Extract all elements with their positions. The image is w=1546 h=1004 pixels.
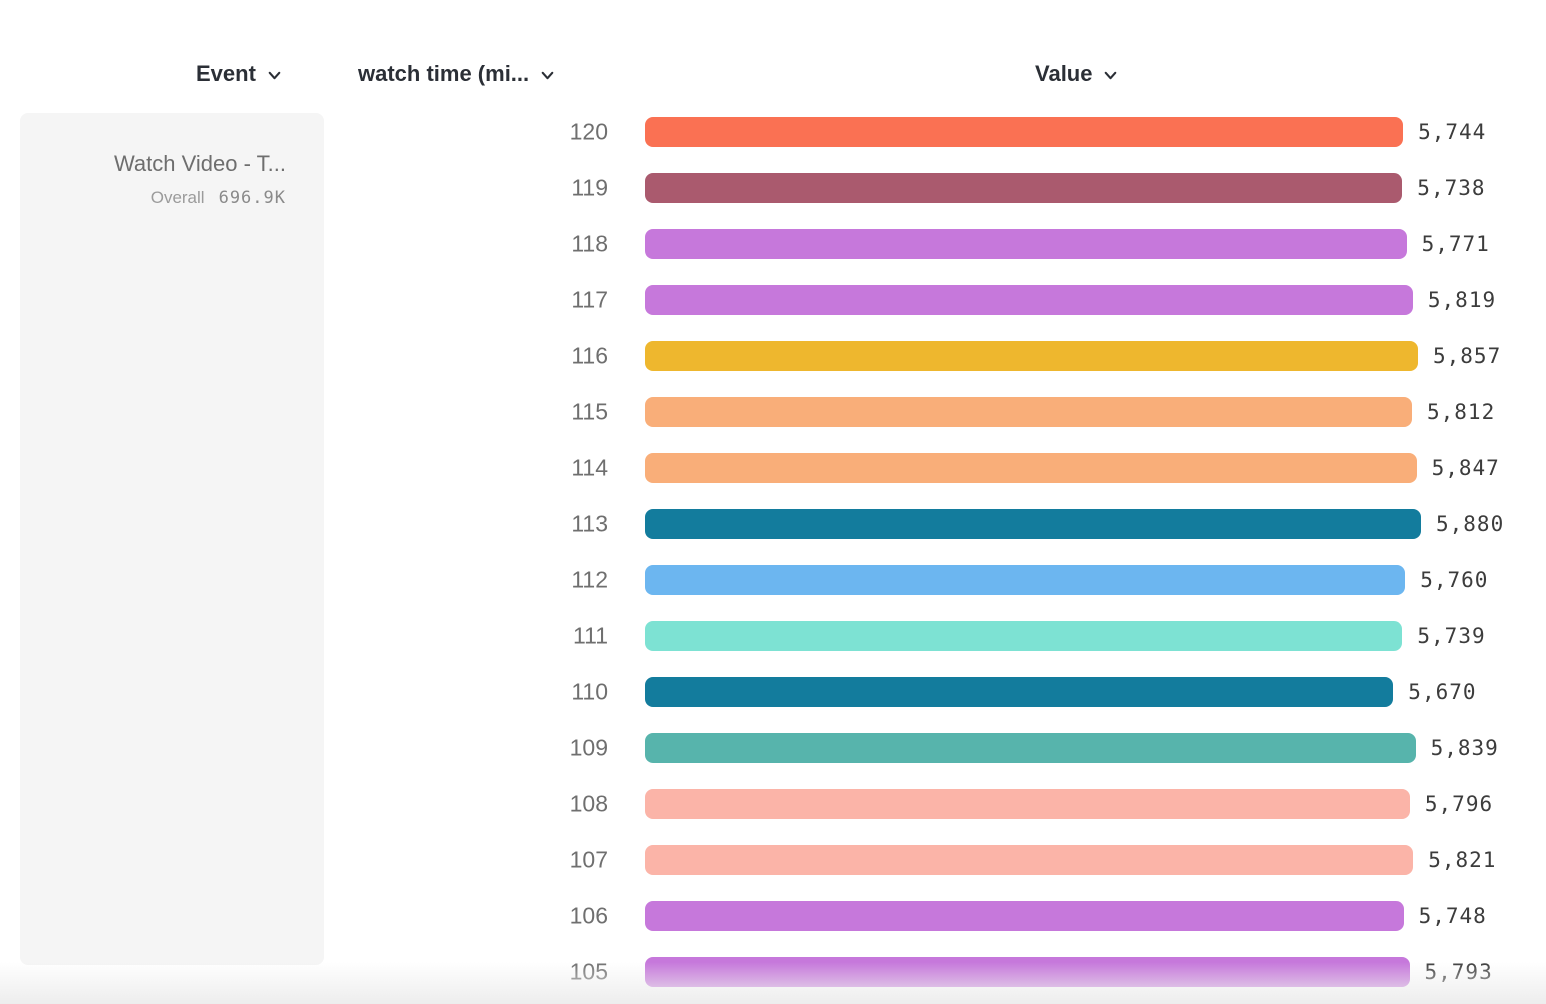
- value-label: 5,819: [1427, 288, 1497, 312]
- value-label: 5,812: [1427, 400, 1496, 424]
- value-label: 5,793: [1424, 960, 1493, 984]
- table-row: 115 5,812: [0, 384, 1546, 440]
- watch-time-label: 107: [569, 846, 608, 873]
- chevron-down-icon: [539, 64, 556, 84]
- value-bar[interactable]: [645, 341, 1418, 371]
- overall-value: 696.9K: [218, 188, 286, 208]
- watch-time-label: 105: [569, 958, 608, 985]
- value-bar[interactable]: [645, 733, 1416, 763]
- table-row: 118 5,771: [0, 216, 1546, 272]
- table-row: 111 5,739: [0, 608, 1546, 664]
- value-label: 5,739: [1417, 624, 1486, 648]
- table-row: 109 5,839: [0, 720, 1546, 776]
- value-label: 5,748: [1418, 904, 1487, 928]
- watch-time-label: 115: [571, 398, 608, 425]
- value-bar[interactable]: [645, 845, 1414, 875]
- value-label: 5,880: [1436, 512, 1505, 536]
- value-label: 5,796: [1424, 792, 1494, 816]
- value-bar[interactable]: [645, 901, 1404, 931]
- table-row: 106 5,748: [0, 888, 1546, 944]
- value-bar[interactable]: [645, 565, 1406, 595]
- overall-label: Overall: [150, 188, 205, 207]
- event-column-header[interactable]: Event: [196, 58, 283, 90]
- value-label: 5,847: [1431, 456, 1500, 480]
- value-label: 5,857: [1433, 344, 1502, 368]
- value-label: 5,670: [1408, 680, 1477, 704]
- value-label: 5,760: [1420, 568, 1489, 592]
- value-label: 5,771: [1421, 232, 1490, 256]
- value-bar[interactable]: [645, 957, 1410, 987]
- table-row: 105 5,793: [0, 944, 1546, 1000]
- chart-rows: 120 5,744 119 5,738 118 5,771 117 5,819 …: [0, 104, 1546, 1000]
- watch-time-label: 112: [571, 566, 608, 593]
- event-column-label: Event: [196, 61, 256, 86]
- table-row: 117 5,819: [0, 272, 1546, 328]
- event-title: Watch Video - T...: [113, 151, 286, 176]
- table-row: 116 5,857: [0, 328, 1546, 384]
- watch-time-label: 111: [573, 622, 608, 649]
- watch-time-column-label: watch time (mi...: [358, 61, 530, 86]
- watch-time-label: 117: [571, 286, 608, 313]
- value-bar[interactable]: [645, 677, 1394, 707]
- value-column-header[interactable]: Value: [1035, 58, 1119, 90]
- value-label: 5,839: [1430, 736, 1499, 760]
- value-bar[interactable]: [645, 453, 1417, 483]
- watch-time-label: 119: [571, 174, 608, 201]
- value-label: 5,744: [1418, 120, 1487, 144]
- chevron-down-icon: [1102, 64, 1119, 84]
- table-row: 113 5,880: [0, 496, 1546, 552]
- watch-time-label: 114: [571, 454, 608, 481]
- value-bar[interactable]: [645, 285, 1413, 315]
- table-row: 112 5,760: [0, 552, 1546, 608]
- watch-time-label: 116: [571, 342, 608, 369]
- watch-time-label: 118: [571, 230, 608, 257]
- table-row: 107 5,821: [0, 832, 1546, 888]
- value-bar[interactable]: [645, 173, 1403, 203]
- watch-time-label: 120: [569, 118, 608, 145]
- table-row: 119 5,738: [0, 160, 1546, 216]
- watch-time-label: 110: [571, 678, 608, 705]
- table-row: 110 5,670: [0, 664, 1546, 720]
- value-column-label: Value: [1035, 61, 1093, 86]
- value-label: 5,821: [1428, 848, 1497, 872]
- table-row: 108 5,796: [0, 776, 1546, 832]
- watch-time-label: 113: [571, 510, 608, 537]
- table-row: 114 5,847: [0, 440, 1546, 496]
- watch-time-label: 106: [569, 902, 608, 929]
- event-overall-row: Overall 696.9K: [36, 188, 286, 208]
- watch-time-label: 108: [569, 790, 608, 817]
- value-bar[interactable]: [645, 621, 1403, 651]
- table-row: 120 5,744: [0, 104, 1546, 160]
- value-bar[interactable]: [645, 397, 1412, 427]
- watch-time-column-header[interactable]: watch time (mi...: [358, 58, 556, 90]
- value-bar[interactable]: [645, 117, 1404, 147]
- value-bar[interactable]: [645, 789, 1410, 819]
- value-bar[interactable]: [645, 509, 1421, 539]
- value-label: 5,738: [1417, 176, 1486, 200]
- chevron-down-icon: [266, 64, 283, 84]
- value-bar[interactable]: [645, 229, 1407, 259]
- watch-time-label: 109: [569, 734, 608, 761]
- event-legend-card[interactable]: Watch Video - T... Overall 696.9K: [20, 113, 324, 965]
